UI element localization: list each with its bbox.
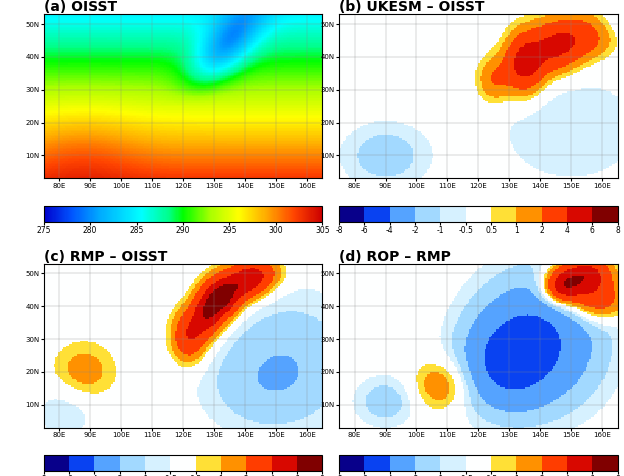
Text: (c) RMP – OISST: (c) RMP – OISST	[44, 249, 167, 264]
Text: (a) OISST: (a) OISST	[44, 0, 117, 14]
Text: (d) ROP – RMP: (d) ROP – RMP	[339, 249, 451, 264]
Text: (b) UKESM – OISST: (b) UKESM – OISST	[339, 0, 485, 14]
